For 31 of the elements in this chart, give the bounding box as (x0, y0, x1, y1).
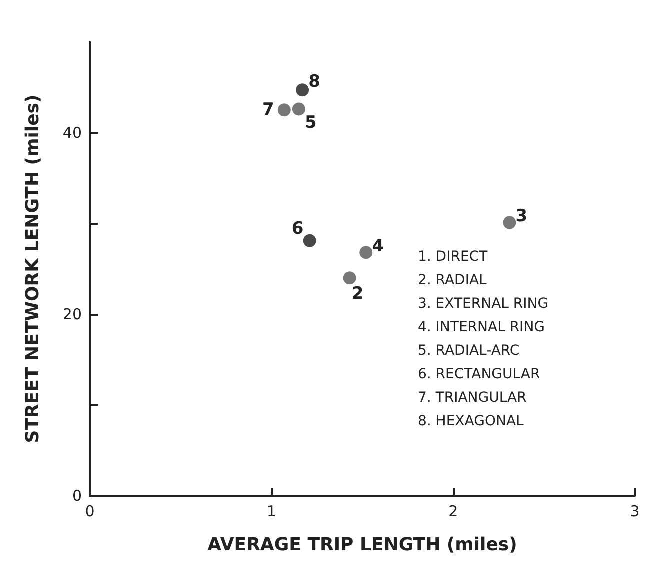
annotation: 4. INTERNAL RING (418, 320, 546, 336)
annotation: 5 (304, 113, 317, 134)
annotation: 6 (292, 218, 304, 239)
annotation: 3. EXTERNAL RING (418, 296, 549, 312)
y-tick-label: 0 (72, 487, 82, 505)
annotation: 7 (262, 100, 274, 120)
x-tick-label: 0 (85, 502, 95, 520)
annotation: 4 (372, 236, 384, 257)
annotation: 2 (352, 284, 364, 304)
annotation: 8 (308, 72, 320, 92)
x-tick-label: 2 (448, 502, 458, 520)
annotation: 5. RADIAL-ARC (418, 343, 520, 359)
annotation: 7. TRIANGULAR (418, 390, 528, 406)
x-tick-label: 3 (630, 502, 640, 520)
point (343, 272, 356, 285)
point (303, 234, 316, 248)
point (296, 84, 310, 97)
point (292, 102, 306, 116)
point (503, 216, 516, 230)
annotation: 2. RADIAL (418, 272, 488, 288)
annotation: 3 (516, 206, 528, 227)
y-tick-label: 20 (62, 305, 82, 324)
x-axis-title: AVERAGE TRIP LENGTH (miles) (208, 534, 518, 556)
annotation: 8. HEXAGONAL (418, 414, 524, 430)
point (360, 246, 373, 260)
y-axis-title: STREET NETWORK LENGTH (miles) (22, 94, 44, 444)
x-tick-label: 1 (266, 502, 276, 520)
y-tick-label: 40 (62, 124, 82, 142)
annotation: 6. RECTANGULAR (418, 366, 540, 382)
point (278, 104, 291, 117)
annotation: 1. DIRECT (418, 249, 488, 265)
